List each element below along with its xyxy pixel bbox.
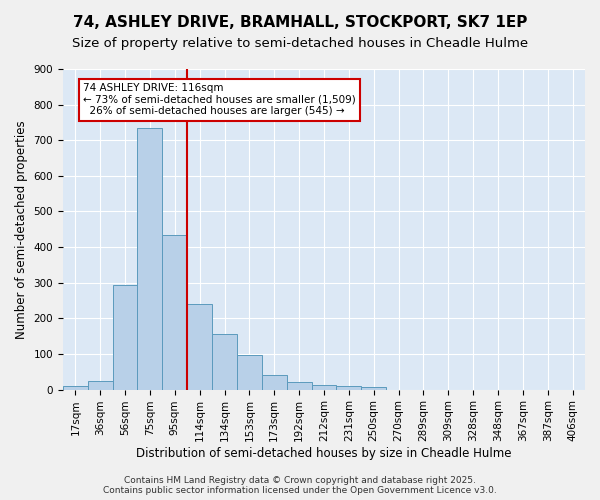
Bar [337,386,361,390]
Bar [287,382,311,390]
Bar [113,284,137,390]
Bar [137,128,163,390]
Bar [311,386,337,390]
Bar [262,376,287,390]
Bar [187,304,212,390]
Text: 74 ASHLEY DRIVE: 116sqm
← 73% of semi-detached houses are smaller (1,509)
  26% : 74 ASHLEY DRIVE: 116sqm ← 73% of semi-de… [83,83,356,116]
Bar [88,380,113,390]
Text: 74, ASHLEY DRIVE, BRAMHALL, STOCKPORT, SK7 1EP: 74, ASHLEY DRIVE, BRAMHALL, STOCKPORT, S… [73,15,527,30]
Bar [361,386,386,390]
Bar [237,354,262,390]
X-axis label: Distribution of semi-detached houses by size in Cheadle Hulme: Distribution of semi-detached houses by … [136,447,512,460]
Text: Contains HM Land Registry data © Crown copyright and database right 2025.
Contai: Contains HM Land Registry data © Crown c… [103,476,497,495]
Text: Size of property relative to semi-detached houses in Cheadle Hulme: Size of property relative to semi-detach… [72,38,528,51]
Bar [63,386,88,390]
Bar [212,334,237,390]
Y-axis label: Number of semi-detached properties: Number of semi-detached properties [15,120,28,338]
Bar [163,234,187,390]
